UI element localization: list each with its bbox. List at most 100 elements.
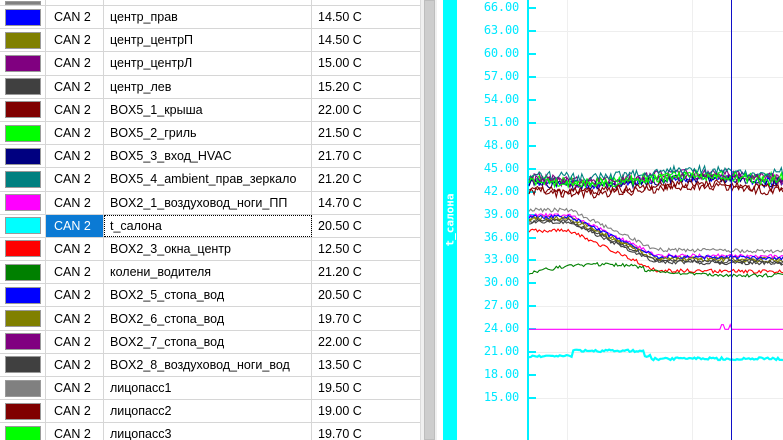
row-bus-cell[interactable]: CAN 2 (46, 191, 104, 214)
row-bus-cell[interactable]: CAN 2 (46, 6, 104, 29)
series-color-swatch[interactable] (4, 170, 41, 188)
table-row[interactable]: CAN 2 BOX2_7_стопа_вод 22.00 C (0, 330, 420, 354)
row-signal-name-cell[interactable]: центр_центрП (104, 29, 312, 52)
row-bus-cell[interactable]: CAN 2 (46, 121, 104, 145)
row-signal-name-cell[interactable]: лицопасс2 (104, 400, 312, 423)
row-signal-name-cell[interactable]: лицопасс3 (104, 423, 312, 440)
table-scrollbar-thumb[interactable] (424, 0, 435, 440)
signal-chart[interactable]: 66.00 63.00 60.00 57.00 54.00 51.00 48.00 45.00… (469, 0, 783, 440)
row-color-cell[interactable] (0, 52, 46, 75)
table-row[interactable]: CAN 2 BOX2_8_воздуховод_ноги_вод 13.50 C (0, 353, 420, 377)
table-row[interactable]: CAN 2 BOX5_2_гриль 21.50 C (0, 121, 420, 146)
row-signal-name-cell[interactable]: BOX5_1_крыша (104, 98, 312, 121)
row-signal-name-cell[interactable]: BOX2_1_воздуховод_ноги_ПП (104, 191, 312, 214)
table-row[interactable]: CAN 2 BOX2_5_стопа_вод 20.50 C (0, 284, 420, 308)
row-color-cell[interactable] (0, 98, 46, 121)
table-row[interactable]: CAN 2 лицопасс2 19.00 C (0, 400, 420, 424)
series-color-swatch[interactable] (4, 310, 41, 328)
row-bus-cell[interactable]: CAN 2 (46, 307, 104, 330)
chart-cursor-line[interactable] (730, 0, 733, 440)
row-signal-name-cell[interactable]: центр_лев (104, 75, 312, 98)
table-row[interactable]: CAN 2 колени_водителя 21.20 C (0, 261, 420, 285)
row-bus-cell[interactable]: CAN 2 (46, 400, 104, 423)
row-bus-cell[interactable]: CAN 2 (46, 237, 104, 261)
row-color-cell[interactable] (0, 121, 46, 145)
row-color-cell[interactable] (0, 237, 46, 261)
table-row[interactable]: CAN 2 лицопасс1 19.50 C (0, 377, 420, 401)
row-signal-name-cell[interactable]: BOX2_6_стопа_вод (104, 307, 312, 330)
row-bus-cell[interactable]: CAN 2 (46, 284, 104, 307)
series-color-swatch[interactable] (4, 147, 41, 165)
row-signal-name-cell[interactable]: BOX5_4_ambient_прав_зеркало (104, 168, 312, 191)
row-bus-cell[interactable]: CAN 2 (46, 214, 104, 237)
row-color-cell[interactable] (0, 29, 46, 52)
table-row[interactable]: CAN 2 BOX2_1_воздуховод_ноги_ПП 14.70 C (0, 191, 420, 215)
table-row-partial[interactable] (0, 0, 420, 6)
series-color-swatch[interactable] (4, 286, 41, 304)
signal-table[interactable]: CAN 2 центр_прав 14.50 C CAN 2 центр_центрП 1… (0, 0, 420, 440)
table-row[interactable]: CAN 2 лицопасс3 19.70 C (0, 423, 420, 440)
series-color-swatch[interactable] (4, 101, 41, 119)
table-row[interactable]: CAN 2 центр_прав 14.50 C (0, 6, 420, 30)
row-color-cell[interactable] (0, 423, 46, 440)
row-signal-name-cell[interactable]: BOX2_5_стопа_вод (104, 284, 312, 307)
series-color-swatch[interactable] (4, 217, 41, 235)
series-color-swatch[interactable] (4, 263, 41, 281)
series-color-swatch[interactable] (4, 54, 41, 72)
row-signal-name-cell[interactable]: центр_прав (104, 6, 312, 29)
row-bus-cell[interactable]: CAN 2 (46, 52, 104, 75)
series-color-swatch[interactable] (4, 333, 41, 351)
row-color-cell[interactable] (0, 400, 46, 423)
series-color-swatch[interactable] (4, 240, 41, 258)
row-color-cell[interactable] (0, 353, 46, 376)
row-bus-cell[interactable]: CAN 2 (46, 377, 104, 400)
series-color-swatch[interactable] (4, 31, 41, 49)
series-color-swatch[interactable] (4, 356, 41, 374)
row-color-cell[interactable] (0, 330, 46, 353)
row-signal-name-cell[interactable]: колени_водителя (104, 261, 312, 284)
row-bus-cell[interactable]: CAN 2 (46, 261, 104, 284)
row-bus-cell[interactable]: CAN 2 (46, 330, 104, 353)
series-color-swatch[interactable] (4, 78, 41, 96)
row-signal-name-cell[interactable]: t_салона (104, 214, 312, 237)
row-signal-name-cell[interactable]: BOX2_8_воздуховод_ноги_вод (104, 353, 312, 376)
row-color-cell[interactable] (0, 6, 46, 29)
row-bus-cell[interactable]: CAN 2 (46, 353, 104, 376)
table-row[interactable]: CAN 2 центр_лев 15.20 C (0, 75, 420, 99)
table-vertical-scrollbar[interactable] (420, 0, 437, 440)
table-row[interactable]: CAN 2 BOX2_6_стопа_вод 19.70 C (0, 307, 420, 331)
row-bus-cell[interactable]: CAN 2 (46, 75, 104, 98)
row-signal-name-cell[interactable]: BOX2_7_стопа_вод (104, 330, 312, 353)
row-color-cell[interactable] (0, 284, 46, 307)
series-color-swatch[interactable] (4, 402, 41, 420)
row-color-cell[interactable] (0, 377, 46, 400)
row-bus-cell[interactable]: CAN 2 (46, 29, 104, 52)
table-row[interactable]: CAN 2 центр_центрЛ 15.00 C (0, 52, 420, 76)
table-row[interactable]: CAN 2 BOX2_3_окна_центр 12.50 C (0, 237, 420, 262)
row-signal-name-cell[interactable]: BOX5_3_вход_HVAC (104, 145, 312, 168)
row-signal-name-cell[interactable]: лицопасс1 (104, 377, 312, 400)
row-bus-cell[interactable]: CAN 2 (46, 98, 104, 121)
row-color-cell[interactable] (0, 307, 46, 330)
row-bus-cell[interactable]: CAN 2 (46, 145, 104, 168)
series-color-swatch[interactable] (4, 379, 41, 397)
series-color-swatch[interactable] (4, 425, 41, 440)
row-bus-cell[interactable]: CAN 2 (46, 423, 104, 440)
row-signal-name-cell[interactable]: центр_центрЛ (104, 52, 312, 75)
row-color-cell[interactable] (0, 145, 46, 168)
table-row[interactable]: CAN 2 BOX5_1_крыша 22.00 C (0, 98, 420, 122)
series-color-swatch[interactable] (4, 124, 41, 142)
row-signal-name-cell[interactable]: BOX5_2_гриль (104, 121, 312, 145)
table-row[interactable]: CAN 2 BOX5_4_ambient_прав_зеркало 21.20 C (0, 168, 420, 192)
table-row[interactable]: CAN 2 t_салона 20.50 C (0, 214, 420, 238)
table-row[interactable]: CAN 2 центр_центрП 14.50 C (0, 29, 420, 53)
channel-color-band[interactable]: t_салона (443, 0, 457, 440)
row-signal-name-cell[interactable]: BOX2_3_окна_центр (104, 237, 312, 261)
row-color-cell[interactable] (0, 214, 46, 237)
row-color-cell[interactable] (0, 75, 46, 98)
row-color-cell[interactable] (0, 261, 46, 284)
series-color-swatch[interactable] (4, 194, 41, 212)
table-row[interactable]: CAN 2 BOX5_3_вход_HVAC 21.70 C (0, 145, 420, 169)
series-color-swatch[interactable] (4, 8, 41, 26)
row-color-cell[interactable] (0, 191, 46, 214)
